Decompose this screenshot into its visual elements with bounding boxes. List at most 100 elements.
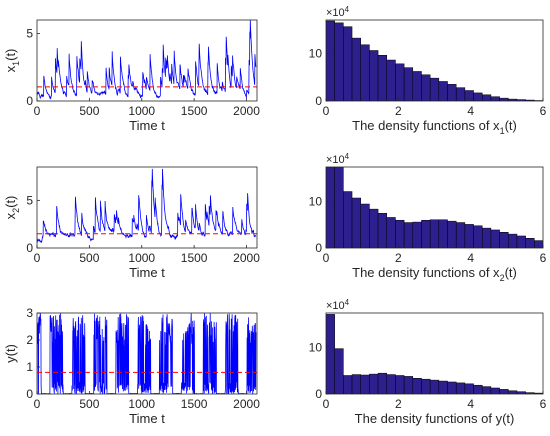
- trajectory-line: [37, 20, 257, 100]
- axis-exponent-label: ×104: [326, 152, 350, 166]
- x-axis-label: Time t: [129, 411, 165, 426]
- histogram-bar: [369, 50, 379, 101]
- histogram-bar: [473, 225, 483, 248]
- y-tick-label: 10: [309, 46, 323, 60]
- x-tick-label: 6: [540, 104, 547, 118]
- histogram-bar: [386, 374, 396, 394]
- histogram-bar: [360, 203, 370, 248]
- x-axis-label: Time t: [129, 265, 165, 280]
- axes-frame: [325, 312, 544, 395]
- axes-frame: [325, 166, 544, 249]
- x-tick-label: 6: [540, 397, 547, 411]
- x-tick-label: 4: [467, 397, 474, 411]
- x-tick-label: 0: [323, 104, 330, 118]
- trajectory-line: [37, 313, 257, 394]
- histogram-bar: [499, 97, 509, 101]
- y-tick-label: 0: [26, 241, 33, 255]
- histogram-bar: [455, 87, 466, 101]
- x-tick-label: 1000: [128, 397, 155, 411]
- histogram-bar: [412, 221, 422, 248]
- histogram-bar: [395, 375, 405, 394]
- histogram-bar: [395, 219, 405, 248]
- x-tick-label: 1000: [128, 251, 155, 265]
- histogram-bar: [386, 217, 396, 248]
- y-tick-label: 5: [26, 193, 33, 207]
- histogram-bar: [438, 81, 448, 101]
- histogram-bar: [326, 167, 335, 248]
- histogram-bar: [447, 381, 457, 394]
- panel-2: 0 2 4 6 0 10 The density functions of x1(t) ×10…: [309, 5, 547, 136]
- y-tick-label: 1: [26, 360, 33, 374]
- histogram-bar: [334, 22, 344, 101]
- histogram-bar: [326, 20, 335, 101]
- y-axis-label: x1(t): [3, 49, 21, 73]
- histogram-bar: [481, 94, 492, 101]
- histogram-bar: [447, 84, 457, 101]
- histogram-bar: [490, 387, 500, 394]
- histogram-bar: [326, 314, 335, 394]
- x-tick-label: 6: [540, 251, 547, 265]
- x-axis-label: Time t: [129, 118, 165, 133]
- histogram-bar: [412, 71, 422, 101]
- histogram-bar: [429, 77, 440, 101]
- x-tick-label: 2000: [233, 251, 260, 265]
- x-tick-label: 2: [395, 251, 402, 265]
- histogram-bar: [351, 197, 361, 248]
- x-tick-label: 1000: [128, 104, 155, 118]
- x-tick-label: 1500: [181, 397, 208, 411]
- histogram-bar: [395, 63, 405, 101]
- trajectory-line: [37, 168, 257, 244]
- y-tick-label: 0: [315, 241, 322, 255]
- x-tick-label: 2000: [233, 104, 260, 118]
- y-axis-label: y(t): [3, 344, 18, 363]
- x-tick-label: 500: [79, 251, 99, 265]
- histogram-bar: [360, 374, 370, 394]
- x-tick-label: 2000: [233, 397, 260, 411]
- y-tick-label: 0: [26, 387, 33, 401]
- histogram-bar: [490, 96, 500, 101]
- histogram-bar: [412, 378, 422, 394]
- x-axis-label: The density functions of y(t): [355, 411, 515, 426]
- axis-exponent-label: ×104: [326, 298, 350, 312]
- y-tick-label: 0: [315, 387, 322, 401]
- histogram-bar: [429, 219, 440, 248]
- histogram-bar: [447, 220, 457, 248]
- histogram-bar: [351, 374, 361, 394]
- histogram-bar: [464, 383, 474, 394]
- histogram-bar: [403, 376, 414, 394]
- x-tick-label: 0: [323, 251, 330, 265]
- x-tick-label: 4: [467, 104, 474, 118]
- x-axis-label: The density functions of x1(t): [352, 118, 517, 136]
- x-tick-label: 0: [34, 397, 41, 411]
- histogram-bar: [369, 373, 379, 394]
- x-axis-label: The density functions of x2(t): [352, 265, 517, 283]
- histogram-bar: [508, 233, 518, 248]
- histogram-bar: [403, 67, 414, 101]
- axis-exponent-label: ×104: [326, 5, 350, 19]
- y-tick-label: 0: [26, 94, 33, 108]
- x-tick-label: 0: [34, 251, 41, 265]
- histogram-bar: [534, 240, 543, 248]
- histogram-bar: [473, 384, 483, 394]
- x-tick-label: 500: [79, 104, 99, 118]
- histogram-bar: [421, 378, 431, 394]
- histogram-bar: [499, 232, 509, 248]
- axes-frame: [325, 19, 544, 102]
- histogram-bar: [525, 238, 535, 248]
- x-tick-label: 4: [467, 251, 474, 265]
- histogram-bar: [438, 219, 448, 248]
- histogram-bar: [438, 380, 448, 394]
- histogram-bar: [369, 208, 379, 248]
- y-tick-label: 3: [26, 306, 33, 320]
- histogram-bar: [481, 386, 492, 394]
- y-tick-label: 5: [26, 27, 33, 41]
- x-tick-label: 0: [34, 104, 41, 118]
- histogram-bar: [360, 44, 370, 101]
- histogram-bar: [377, 213, 388, 248]
- x-tick-label: 1500: [181, 251, 208, 265]
- axes-frame: [36, 19, 258, 102]
- x-tick-label: 1500: [181, 104, 208, 118]
- y-axis-label: x2(t): [3, 196, 21, 220]
- histogram-bar: [508, 390, 518, 394]
